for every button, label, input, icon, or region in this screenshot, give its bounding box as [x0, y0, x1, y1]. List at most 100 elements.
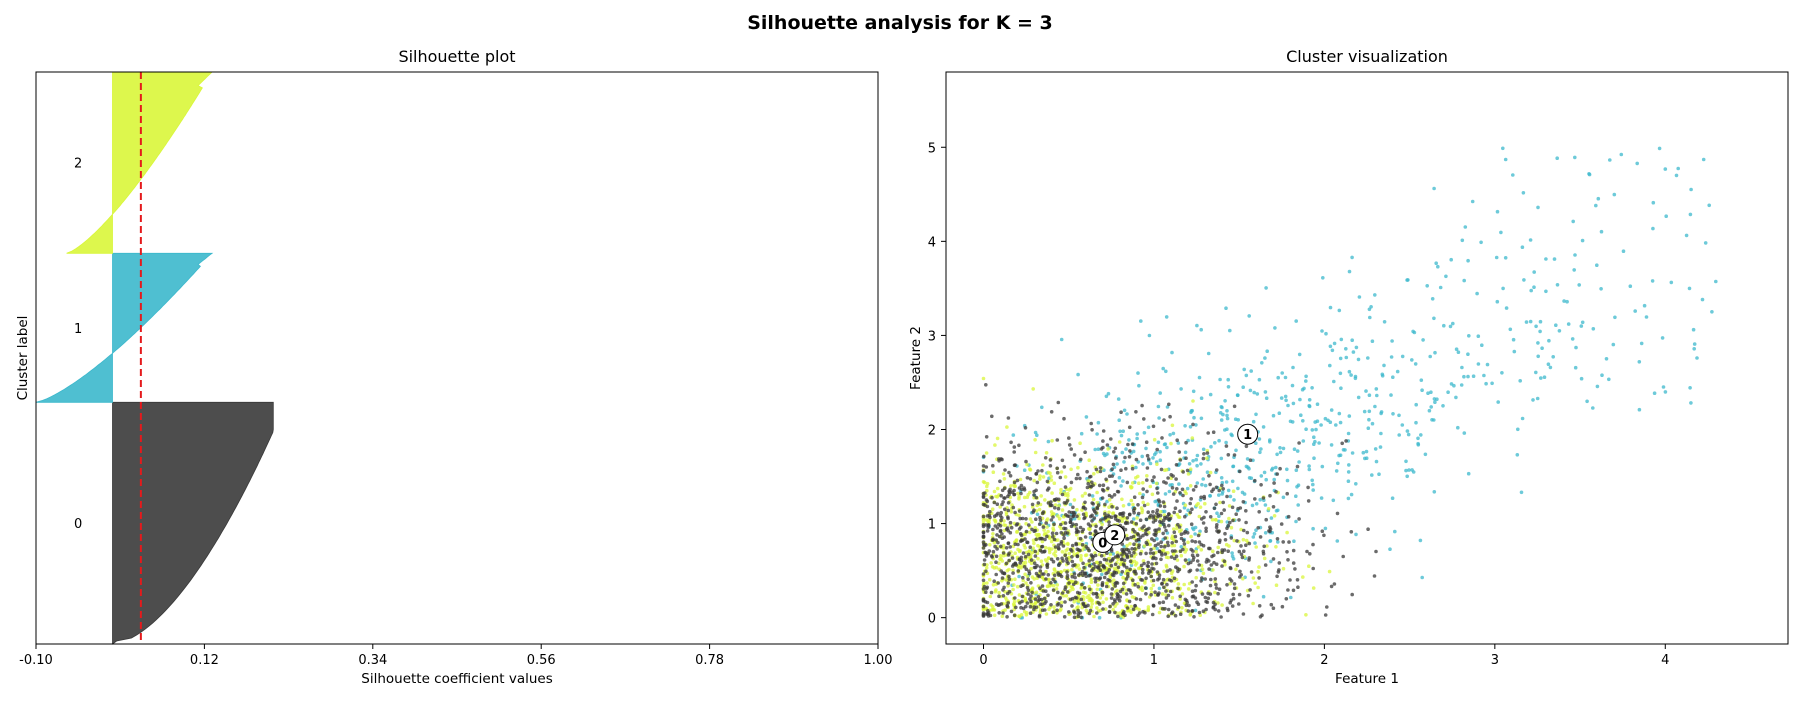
scatter-point: [1434, 261, 1438, 266]
scatter-point: [1043, 498, 1047, 502]
scatter-point: [1335, 539, 1340, 543]
scatter-point: [982, 562, 987, 567]
scatter-point: [1208, 515, 1213, 519]
scatter-point: [1189, 409, 1194, 413]
scatter-point: [1187, 569, 1191, 574]
scatter-point: [1026, 577, 1030, 582]
scatter-point: [1200, 576, 1204, 580]
scatter-point: [1006, 541, 1011, 545]
scatter-point: [1349, 373, 1353, 377]
scatter-point: [1281, 446, 1286, 451]
scatter-point: [1258, 450, 1262, 455]
scatter-point: [1129, 520, 1134, 524]
scatter-point: [1100, 572, 1104, 577]
scatter-point: [1370, 473, 1374, 477]
scatter-point: [989, 603, 993, 607]
scatter-point: [1421, 338, 1425, 342]
scatter-point: [1081, 512, 1086, 517]
scatter-point: [1120, 553, 1124, 557]
scatter-point: [1129, 535, 1133, 540]
scatter-point: [1423, 452, 1428, 457]
scatter-point: [1337, 308, 1342, 313]
scatter-point: [1195, 553, 1200, 558]
scatter-point: [1295, 578, 1300, 582]
scatter-point: [993, 524, 998, 528]
scatter-point: [1272, 514, 1277, 518]
scatter-point: [1100, 590, 1105, 595]
scatter-point: [1017, 557, 1022, 562]
scatter-point: [1163, 552, 1168, 556]
scatter-point: [1242, 528, 1246, 533]
scatter-point: [1286, 558, 1290, 562]
scatter-point: [1121, 562, 1126, 566]
scatter-point: [1242, 492, 1247, 496]
scatter-point: [1164, 596, 1169, 600]
scatter-point: [1019, 613, 1024, 617]
scatter-point: [1078, 611, 1083, 615]
scatter-point: [1222, 559, 1227, 563]
scatter-point: [1367, 393, 1372, 398]
scatter-point: [982, 454, 986, 459]
scatter-point: [1048, 458, 1053, 462]
scatter-point: [1148, 461, 1153, 466]
scatter-point: [985, 484, 989, 489]
scatter-point: [1296, 585, 1300, 589]
scatter-point: [1276, 540, 1280, 544]
scatter-point: [1019, 533, 1024, 538]
scatter-point: [1315, 419, 1320, 424]
scatter-point: [1311, 488, 1315, 492]
scatter-point: [1064, 594, 1069, 598]
scatter-point: [1272, 481, 1276, 485]
scatter-point: [1011, 602, 1016, 606]
scatter-point: [1248, 388, 1253, 393]
scatter-point: [1475, 291, 1479, 296]
scatter-point: [1310, 386, 1314, 390]
scatter-point: [1710, 310, 1714, 314]
scatter-point: [1197, 563, 1201, 567]
scatter-point: [1221, 487, 1225, 491]
scatter-point: [1189, 522, 1194, 526]
scatter-point: [1087, 548, 1091, 553]
scatter-point: [1442, 323, 1446, 328]
scatter-point: [1231, 464, 1236, 469]
scatter-point: [1692, 347, 1696, 351]
scatter-point: [1494, 255, 1499, 260]
scatter-point: [1156, 491, 1160, 495]
y-tick-label: 4: [928, 235, 936, 250]
scatter-point: [1217, 488, 1221, 493]
scatter-point: [1162, 509, 1167, 514]
scatter-point: [1368, 315, 1372, 320]
scatter-point: [1191, 558, 1195, 562]
scatter-point: [1143, 610, 1147, 615]
scatter-point: [1095, 595, 1099, 599]
scatter-point: [1238, 506, 1243, 510]
scatter-point: [1142, 417, 1146, 421]
scatter-point: [1082, 565, 1086, 570]
scatter-point: [1323, 526, 1328, 531]
scatter-point: [1158, 449, 1162, 454]
scatter-point: [1233, 417, 1238, 422]
scatter-point: [1045, 488, 1050, 492]
scatter-point: [1200, 567, 1205, 571]
scatter-point: [1216, 609, 1221, 613]
scatter-point: [1226, 549, 1230, 553]
scatter-point: [1089, 485, 1094, 489]
scatter-point: [1304, 379, 1308, 383]
scatter-point: [1181, 470, 1185, 474]
scatter-point: [1221, 500, 1225, 505]
scatter-point: [1167, 489, 1172, 494]
scatter-point: [1146, 510, 1150, 514]
scatter-point: [1637, 407, 1642, 412]
scatter-point: [1102, 565, 1107, 570]
scatter-point: [1203, 595, 1208, 600]
scatter-point: [1067, 510, 1071, 514]
scatter-point: [1100, 496, 1105, 500]
scatter-point: [1033, 549, 1038, 554]
scatter-point: [1370, 339, 1375, 344]
scatter-point: [1150, 537, 1154, 541]
scatter-point: [1265, 349, 1269, 354]
scatter-point: [1146, 605, 1151, 609]
scatter-point: [989, 554, 994, 558]
scatter-point: [1512, 349, 1517, 354]
scatter-point: [1190, 580, 1194, 584]
